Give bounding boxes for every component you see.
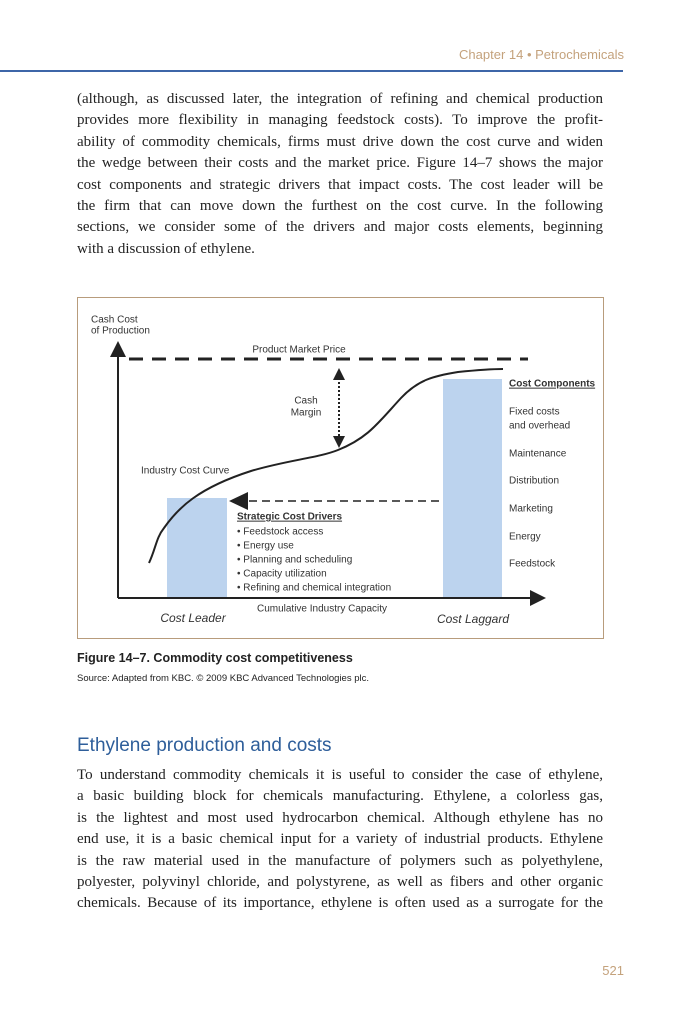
text-line: the wedge between their costs and the ma…	[77, 155, 603, 172]
list-item: • Refining and chemical integration	[237, 583, 391, 594]
page-number: 521	[602, 963, 624, 978]
text-line: provides more flexibility in managing fe…	[77, 112, 603, 129]
leader-label: Cost Leader	[160, 611, 226, 625]
laggard-label: Cost Laggard	[437, 612, 509, 626]
list-item: • Energy use	[237, 541, 294, 552]
cash-margin-label: Margin	[291, 408, 322, 419]
intro-paragraph: (although, as discussed later, the integ…	[77, 89, 603, 260]
text-line: is the lightest and most used hydrocarbo…	[77, 809, 603, 826]
text-line: sections, we consider some of the driver…	[77, 219, 603, 236]
text-line: cost components and strategic drivers th…	[77, 176, 603, 193]
x-axis-label: Cumulative Industry Capacity	[257, 604, 387, 615]
caption-source: Source: Adapted from KBC. © 2009 KBC Adv…	[77, 673, 369, 684]
text-line: polyester, polyvinyl chloride, and polys…	[77, 874, 603, 891]
laggard-bar	[443, 379, 502, 598]
list-item: • Planning and scheduling	[237, 555, 352, 566]
text-line: is the raw material used in the manufact…	[77, 852, 603, 869]
running-head: Chapter 14 • Petrochemicals	[459, 47, 624, 62]
list-item: Fixed costs	[509, 407, 560, 418]
text-line: To understand commodity chemicals it is …	[77, 767, 603, 783]
leader-bar	[167, 498, 227, 598]
cash-margin-label: Cash	[294, 396, 317, 407]
list-item: • Capacity utilization	[237, 569, 327, 580]
list-item: Maintenance	[509, 449, 567, 460]
text-line: (although, as discussed later, the integ…	[77, 91, 603, 107]
text-line: with a discussion of ethylene.	[77, 240, 255, 257]
cost-curve	[148, 368, 504, 564]
components-list: Fixed costs and overhead Maintenance Distri…	[509, 407, 570, 570]
text-line: ability of commodity chemicals, firms mu…	[77, 133, 603, 150]
list-item: and overhead	[509, 421, 570, 432]
list-item: Feedstock	[509, 559, 556, 570]
curve-label: Industry Cost Curve	[141, 466, 230, 477]
list-item: Energy	[509, 532, 541, 543]
y-axis-label: of Production	[91, 326, 150, 337]
header-rule	[0, 70, 623, 72]
components-title: Cost Components	[509, 379, 596, 390]
driver-arrowhead	[229, 492, 248, 510]
caption-title: Figure 14–7. Commodity cost competitiven…	[77, 651, 353, 665]
list-item: • Feedstock access	[237, 527, 323, 538]
y-axis-label: Cash Cost	[91, 315, 138, 326]
text-line: end use, it is a basic chemical input fo…	[77, 831, 603, 848]
text-line: chemicals. Because of its importance, et…	[77, 895, 603, 912]
figure: Cash Cost of Production Product Market P…	[77, 297, 604, 639]
list-item: Marketing	[509, 504, 553, 515]
drivers-title: Strategic Cost Drivers	[237, 512, 342, 523]
list-item: Distribution	[509, 476, 559, 487]
drivers-list: • Feedstock access • Energy use • Planning…	[237, 527, 391, 594]
section-heading: Ethylene production and costs	[77, 735, 332, 756]
section-paragraph: To understand commodity chemicals it is …	[77, 765, 603, 915]
market-price-label: Product Market Price	[252, 345, 346, 356]
text-line: a basic building block for chemicals man…	[77, 788, 603, 805]
text-line: the firm that can move down the furthest…	[77, 198, 603, 215]
